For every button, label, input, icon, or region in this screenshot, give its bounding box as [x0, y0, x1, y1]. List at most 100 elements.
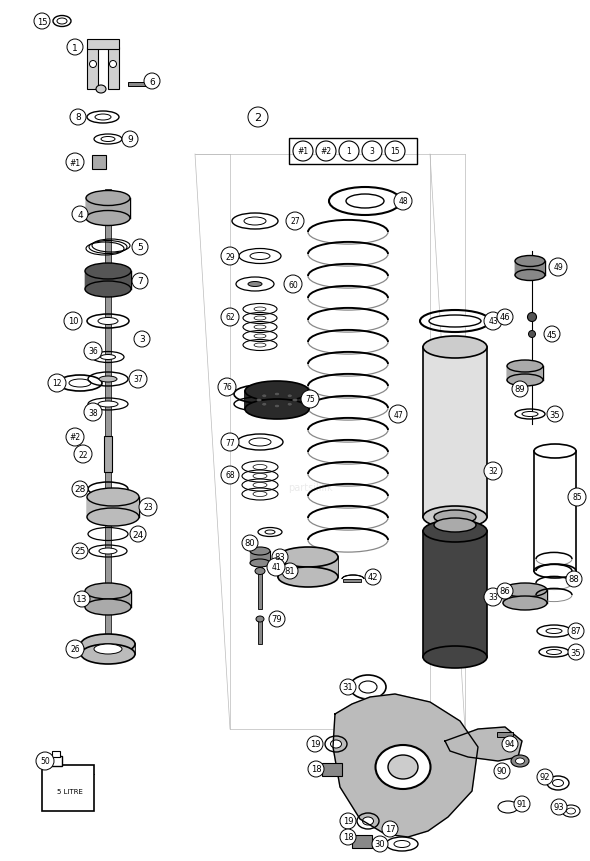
Ellipse shape [81, 635, 135, 654]
Text: 13: 13 [76, 595, 88, 604]
Ellipse shape [248, 282, 262, 288]
Bar [507, 367, 543, 381]
Ellipse shape [534, 444, 576, 458]
Bar [250, 551, 270, 563]
Ellipse shape [244, 218, 266, 226]
Ellipse shape [507, 375, 543, 387]
Circle shape [537, 769, 553, 785]
Text: 1: 1 [72, 43, 78, 53]
Ellipse shape [254, 325, 266, 330]
Circle shape [549, 258, 567, 276]
Circle shape [544, 326, 560, 343]
Ellipse shape [546, 650, 562, 654]
Text: 91: 91 [517, 800, 527, 808]
Bar [289, 139, 417, 164]
Bar [42, 765, 94, 811]
Circle shape [339, 142, 359, 162]
Ellipse shape [254, 317, 266, 320]
Circle shape [484, 588, 502, 606]
Ellipse shape [423, 647, 487, 668]
Ellipse shape [98, 318, 118, 325]
Text: 7: 7 [137, 277, 143, 286]
Text: 93: 93 [553, 802, 564, 812]
Bar [423, 348, 487, 517]
Circle shape [67, 40, 83, 56]
Text: #2: #2 [320, 147, 332, 157]
Text: 77: 77 [225, 438, 235, 447]
Ellipse shape [95, 115, 111, 121]
Text: 68: 68 [225, 471, 235, 480]
Circle shape [484, 313, 502, 331]
Text: 47: 47 [393, 410, 403, 419]
Ellipse shape [552, 779, 563, 787]
Ellipse shape [87, 488, 139, 506]
Ellipse shape [330, 740, 342, 748]
Circle shape [484, 462, 502, 480]
Ellipse shape [359, 681, 377, 693]
Ellipse shape [100, 355, 116, 360]
Bar [92, 156, 106, 170]
Text: 10: 10 [68, 317, 78, 326]
Bar [245, 392, 309, 410]
Circle shape [221, 467, 239, 485]
Circle shape [497, 583, 513, 599]
Ellipse shape [254, 307, 266, 312]
Circle shape [389, 406, 407, 424]
Circle shape [394, 193, 412, 211]
Text: 75: 75 [305, 395, 315, 404]
Text: 87: 87 [571, 627, 581, 635]
Ellipse shape [274, 405, 280, 408]
Ellipse shape [262, 403, 267, 406]
Bar [52, 751, 60, 757]
Ellipse shape [96, 86, 106, 94]
Text: 22: 22 [78, 450, 88, 459]
Ellipse shape [516, 759, 525, 764]
Circle shape [242, 536, 258, 551]
Text: 2: 2 [254, 113, 261, 123]
Circle shape [365, 569, 381, 585]
Circle shape [218, 379, 236, 397]
Bar [343, 579, 361, 582]
Text: 90: 90 [497, 766, 507, 776]
Circle shape [72, 207, 88, 223]
Ellipse shape [503, 597, 547, 610]
Text: 5 LITRE: 5 LITRE [57, 788, 83, 794]
Circle shape [382, 821, 398, 837]
Circle shape [502, 736, 518, 753]
Text: 79: 79 [271, 615, 282, 623]
Ellipse shape [69, 380, 91, 387]
Ellipse shape [253, 474, 267, 479]
Text: 18: 18 [311, 765, 322, 773]
Text: 25: 25 [74, 547, 86, 556]
Circle shape [284, 276, 302, 294]
Ellipse shape [434, 518, 476, 532]
Ellipse shape [86, 191, 130, 207]
Text: 80: 80 [245, 539, 255, 548]
Text: 43: 43 [488, 317, 498, 326]
Text: 30: 30 [375, 839, 385, 848]
Text: 3: 3 [369, 147, 375, 157]
Ellipse shape [522, 412, 538, 417]
Circle shape [282, 563, 298, 579]
Circle shape [84, 343, 102, 361]
Circle shape [362, 142, 382, 162]
Ellipse shape [265, 530, 275, 535]
Circle shape [66, 154, 84, 172]
Ellipse shape [85, 583, 131, 599]
Text: 29: 29 [225, 252, 235, 261]
Text: 5: 5 [137, 243, 143, 252]
Circle shape [132, 239, 148, 256]
Ellipse shape [346, 195, 384, 208]
Ellipse shape [293, 399, 297, 402]
Text: 85: 85 [572, 493, 582, 502]
Text: 24: 24 [132, 530, 143, 539]
Circle shape [340, 813, 356, 829]
Circle shape [34, 14, 50, 30]
Bar [128, 83, 148, 87]
Ellipse shape [566, 808, 575, 814]
Ellipse shape [101, 138, 115, 142]
Circle shape [248, 108, 268, 127]
Ellipse shape [99, 376, 117, 382]
Ellipse shape [423, 506, 487, 529]
Polygon shape [445, 728, 522, 761]
